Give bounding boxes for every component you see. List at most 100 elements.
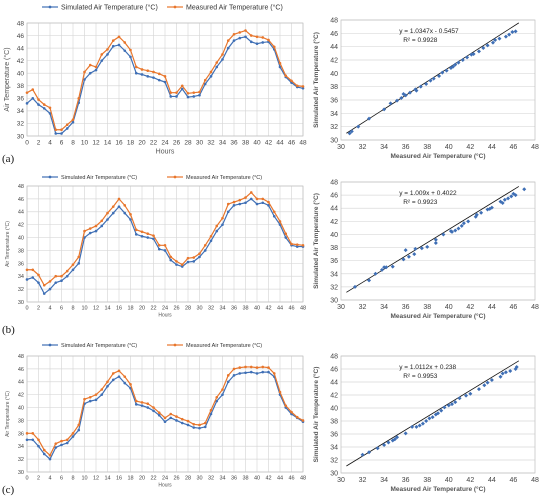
data-point-measured [261,36,265,39]
data-point-simulated [157,413,161,417]
data-point-simulated [175,419,178,422]
data-point-measured [284,404,288,407]
y-tick-label: 32 [18,287,24,293]
data-point-measured [198,90,201,94]
scatter-point [453,62,458,67]
data-point-measured [48,280,52,283]
data-point-measured [215,61,219,64]
data-point-measured [238,366,242,369]
x-tick-label: 32 [359,304,367,311]
data-point-simulated [261,370,265,374]
data-point-simulated [77,428,81,432]
data-point-simulated [31,438,35,442]
data-point-measured [88,63,92,67]
data-point-measured [71,118,75,121]
data-point-simulated [129,218,132,221]
x-tick-label: 44 [276,140,284,147]
data-point-simulated [152,409,155,413]
scatter-point [460,58,465,62]
scatter-point [479,210,484,215]
y-tick-label: 46 [330,367,338,374]
data-point-measured [65,123,69,126]
y-tick-label: 34 [18,274,24,280]
scatter-point [476,49,481,54]
data-point-measured [232,200,236,204]
data-point-measured [123,375,127,378]
scatter-point [513,29,518,34]
data-point-measured [25,268,29,272]
scatter-point [446,403,451,408]
scatter-point [390,264,395,269]
legend-marker [48,175,52,179]
scatter-point [444,68,449,73]
y-tick-label: 40 [330,232,338,239]
scatter-point [503,370,508,375]
scatter-point [433,412,438,417]
data-point-measured [60,128,63,132]
plot-frame [340,355,536,474]
scatter-point [386,440,391,445]
x-tick-label: 22 [150,476,156,482]
y-tick-label: 30 [330,138,338,145]
y-tick-label: 34 [18,444,24,450]
data-point-measured [54,128,58,132]
scatter-point [428,78,433,83]
y-tick-label: 44 [18,380,24,386]
y-tick-label: 30 [17,133,25,140]
data-point-measured [221,53,224,56]
data-point-simulated [54,446,58,449]
x-tick-label: 6 [60,140,64,147]
data-point-measured [123,41,127,44]
scatter-point [450,402,455,407]
x-tick-label: 32 [359,144,367,151]
scatter-point [431,76,436,81]
x-tick-label: 40 [254,476,260,482]
data-point-simulated [146,406,150,409]
scatter-point [353,284,358,289]
y-tick-label: 36 [330,432,338,439]
scatter-point [522,187,527,192]
data-point-measured [244,29,247,32]
data-point-simulated [221,393,224,396]
data-point-simulated [37,444,40,448]
data-point-simulated [232,39,236,42]
y-axis-label: Air Temperature (°C) [5,221,11,267]
data-point-measured [140,230,144,234]
data-point-simulated [88,71,92,75]
scatter-point [509,194,514,199]
r-squared-label: R² = 0.9923 [403,199,438,206]
data-point-measured [83,229,86,233]
data-point-simulated [106,218,109,221]
data-point-simulated [255,42,259,46]
scatter-point [403,248,408,253]
data-point-simulated [25,102,29,105]
x-tick-label: 44 [277,306,283,312]
x-tick-label: 18 [127,140,135,147]
scatter-point [395,435,400,440]
data-point-measured [129,48,132,52]
data-point-measured [163,416,167,420]
data-point-measured [249,191,253,194]
regression-equation: y = 1.0347x - 0.5457 [399,28,459,35]
x-tick-label: 26 [173,306,179,312]
data-point-measured [284,232,288,235]
legend-marker [48,343,52,347]
panel-label: (a) [2,153,15,165]
data-point-measured [169,412,173,416]
data-point-simulated [54,132,58,135]
data-point-measured [186,419,190,423]
x-tick-label: 44 [488,477,496,484]
scatter-point [500,200,505,205]
data-point-simulated [140,73,144,76]
y-tick-label: 48 [18,354,24,360]
y-tick-label: 42 [18,223,24,229]
y-tick-label: 46 [18,367,24,373]
data-point-measured [232,367,236,371]
y-tick-label: 40 [17,70,25,77]
data-point-measured [100,53,104,56]
data-point-measured [267,38,270,42]
data-point-measured [278,61,282,65]
data-point-measured [152,234,155,237]
data-point-measured [278,390,282,394]
